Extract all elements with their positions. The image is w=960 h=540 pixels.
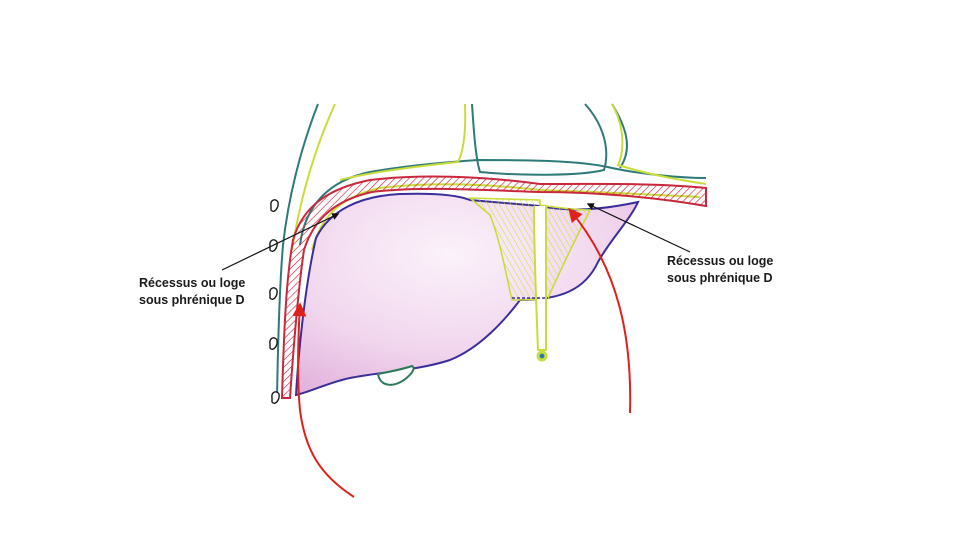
liver-body	[294, 192, 640, 397]
label-right-line1: Récessus ou loge	[667, 254, 774, 268]
rib-1	[270, 199, 279, 212]
rib-5	[271, 391, 280, 404]
flow-arrow-left	[292, 302, 355, 498]
pointer-right	[586, 203, 691, 253]
label-left-subphrenic-recess: Récessus ou loge sous phrénique D	[139, 275, 245, 309]
flow-arrow-right	[568, 207, 632, 414]
label-left-line1: Récessus ou loge	[139, 276, 246, 290]
teal-upper-diaphragm-contour	[299, 158, 707, 246]
pointer-left	[221, 213, 340, 271]
round-ligament	[533, 205, 548, 351]
peritoneum-right-line	[611, 103, 707, 185]
label-right-subphrenic-recess: Récessus ou loge sous phrénique D	[667, 253, 773, 287]
label-right-line2: sous phrénique D	[667, 271, 773, 285]
flow-arrows	[292, 207, 632, 498]
liver	[294, 192, 640, 397]
gallbladder	[376, 364, 415, 386]
rib-3	[269, 287, 278, 300]
diaphragm-hatched	[280, 175, 707, 399]
label-left-line2: sous phrénique D	[139, 293, 245, 307]
peritoneum-mediastinum-line	[339, 103, 467, 181]
diaphragm-band	[280, 175, 707, 399]
rib-4	[269, 337, 278, 350]
round-ligament-vessel	[539, 353, 545, 359]
teal-mediastinum-contour	[471, 103, 608, 176]
pointer-lines	[221, 203, 691, 271]
teal-left-contour	[276, 103, 319, 399]
